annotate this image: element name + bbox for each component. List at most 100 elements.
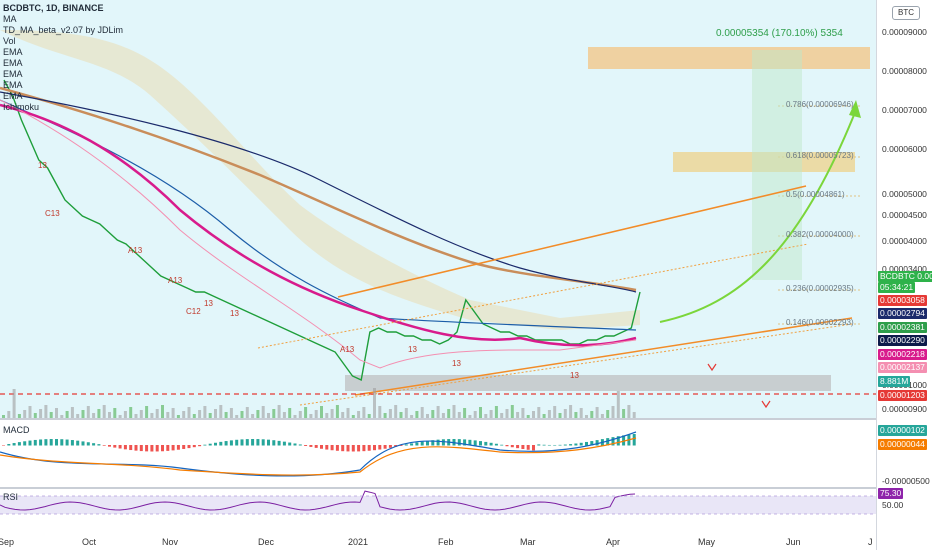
legend-item[interactable]: Ichimoku [3,102,40,112]
volume-bar [436,406,440,418]
macd-bar [516,445,520,449]
macd-bar [113,445,117,448]
volume-bar [23,410,27,418]
volume-bar [569,405,573,418]
legend-item[interactable]: EMA [3,58,23,68]
macd-bar [537,444,541,446]
volume-bar [203,406,207,418]
channel-mid [257,243,809,349]
volume-bar [55,408,58,418]
macd-bar [606,438,610,446]
fib-level-label: 0.382(0.00004000) [786,230,854,239]
macd-bar [632,434,636,446]
legend-item[interactable]: EMA [3,69,23,79]
volume-bar [574,412,578,418]
x-tick-label: 2021 [348,537,369,547]
macd-bar [161,445,164,452]
volume-bar [457,412,461,418]
channel-bottom [354,317,853,396]
macd-bar [33,439,37,446]
legend-item[interactable]: EMA [3,47,23,57]
legend-item[interactable]: Vol [3,36,16,46]
volume-bar [537,407,541,418]
currency-badge[interactable]: BTC [892,6,920,20]
macd-bar [585,441,588,446]
pane-divider[interactable] [0,418,932,420]
sequence-label: 13 [570,371,579,380]
macd-bar [489,442,493,446]
macd-bar [277,440,281,446]
volume-bar [245,407,249,418]
macd-bar [235,439,239,446]
sequence-label: 13 [452,359,461,368]
volume-bar [298,411,302,418]
volume-bar [320,406,323,418]
volume-bar [161,405,164,418]
volume-bar [304,407,308,418]
countdown-pill: 05:34:21 [878,282,916,293]
projection-arrowhead [849,100,861,118]
macd-bar [44,439,48,446]
volume-bar [463,408,467,418]
macd-bar [330,445,334,451]
macd-bar [563,444,567,446]
x-tick-label: J [868,537,873,547]
volume-bar [611,406,615,418]
macd-bar [611,437,615,446]
macd-bar [288,442,292,446]
projection-arrow [659,109,857,323]
fib-level-label: 0.618(0.00005723) [786,151,854,160]
volume-bar [441,413,445,418]
macd-bar [256,439,260,446]
volume-bar [346,408,350,418]
sequence-label: 13 [38,161,47,170]
fib-level-label: 0.236(0.00002935) [786,284,854,293]
legend-item[interactable]: MA [3,14,17,24]
volume-bar [494,406,498,418]
legend-item[interactable]: EMA [3,91,23,101]
volume-bar [383,413,387,418]
macd-bar [569,444,573,446]
fib-level-label: 0.5(0.00004861) [786,190,845,199]
price-pill: 8.881M [878,376,911,387]
macd-bar [526,445,530,450]
price-tick: 0.00004000 [882,236,927,246]
volume-bar [516,412,520,418]
macd-bar [208,443,212,446]
macd-bar [272,440,276,446]
volume-bar [261,406,265,418]
macd-bar [298,444,302,446]
macd-bar [28,440,32,446]
legend-item[interactable]: EMA [3,80,23,90]
ema-9 [0,99,637,369]
symbol-title[interactable]: BCDBTC, 1D, BINANCE [3,3,104,13]
macd-pane[interactable] [0,422,876,486]
macd-bar [367,445,371,451]
volume-bar [256,410,260,418]
x-tick-label: Sep [0,537,15,547]
volume-bar [123,411,127,418]
volume-bar [606,410,610,418]
macd-bar [86,442,90,446]
signal-pill: 0.00000044 [878,439,927,450]
legend-item[interactable]: TD_MA_beta_v2.07 by JDLim [3,25,124,35]
measure-box [752,50,802,280]
volume-bar [28,406,32,418]
macd-bar [420,441,424,446]
price-tick: 0.00006000 [882,144,927,154]
volume-bar [373,388,376,418]
measure-headline: 0.00005354 (170.10%) 5354 [716,28,843,39]
x-tick-label: Feb [438,537,454,547]
volume-bar [182,411,186,418]
volume-bar [505,409,509,418]
macd-bar [320,445,323,449]
macd-bar [388,445,392,448]
macd-bar [383,445,387,449]
pane-divider[interactable] [0,487,932,489]
ema-200 [0,86,637,292]
price-tick: 0.00008000 [882,66,927,76]
volume-bar [277,405,281,418]
macd-bar [224,441,228,446]
macd-bar [49,439,53,446]
